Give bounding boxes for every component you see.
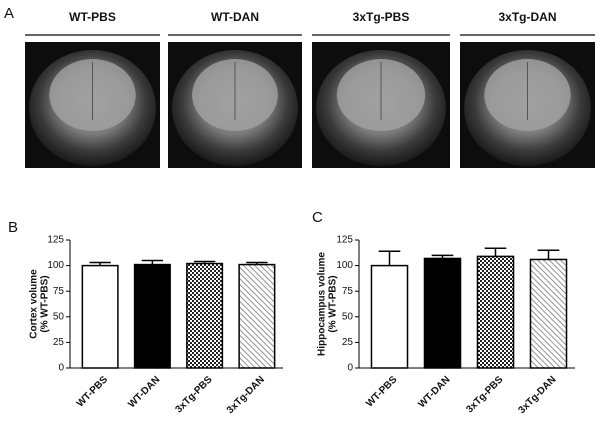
panel-label: C	[312, 209, 323, 226]
panel-label: B	[8, 219, 18, 236]
bar	[370, 264, 409, 369]
x-tick-label: WT-PBS	[75, 374, 111, 410]
panel-label: A	[4, 5, 14, 22]
x-tick-label: WT-PBS	[364, 374, 400, 410]
x-tick-label: WT-DAN	[416, 374, 452, 410]
y-axis-label: Cortex volume	[29, 269, 40, 339]
bar	[476, 255, 515, 369]
y-tick-label: 125	[47, 235, 64, 246]
bar	[423, 257, 462, 369]
y-axis-label: Hippocampus volume	[317, 252, 328, 356]
y-tick-label: 75	[342, 286, 354, 297]
x-tick-label: 3xTg-DAN	[225, 374, 267, 416]
y-tick-label: 25	[53, 337, 65, 348]
y-tick-label: 100	[47, 260, 64, 271]
image-title: 3xTg-DAN	[498, 10, 556, 24]
y-tick-label: 50	[342, 311, 354, 322]
x-tick-label: 3xTg-PBS	[464, 374, 505, 415]
bar	[186, 262, 224, 369]
image-title: WT-DAN	[211, 10, 259, 24]
y-tick-label: 125	[336, 235, 353, 246]
y-axis-label: (% WT-PBS)	[40, 275, 51, 332]
x-tick-label: 3xTg-PBS	[173, 374, 214, 415]
y-tick-label: 0	[347, 363, 353, 374]
image-title: 3xTg-PBS	[353, 10, 410, 24]
x-tick-label: 3xTg-DAN	[517, 374, 559, 416]
bar	[133, 263, 171, 369]
y-tick-label: 0	[58, 363, 64, 374]
bar	[529, 258, 568, 369]
y-tick-label: 50	[53, 311, 65, 322]
image-title: WT-PBS	[69, 10, 116, 24]
x-tick-label: WT-DAN	[126, 374, 162, 410]
y-tick-label: 25	[342, 337, 354, 348]
bar	[81, 264, 119, 369]
y-tick-label: 100	[336, 260, 353, 271]
y-tick-label: 75	[53, 286, 65, 297]
bar	[238, 263, 276, 369]
y-axis-label: (% WT-PBS)	[328, 275, 339, 332]
